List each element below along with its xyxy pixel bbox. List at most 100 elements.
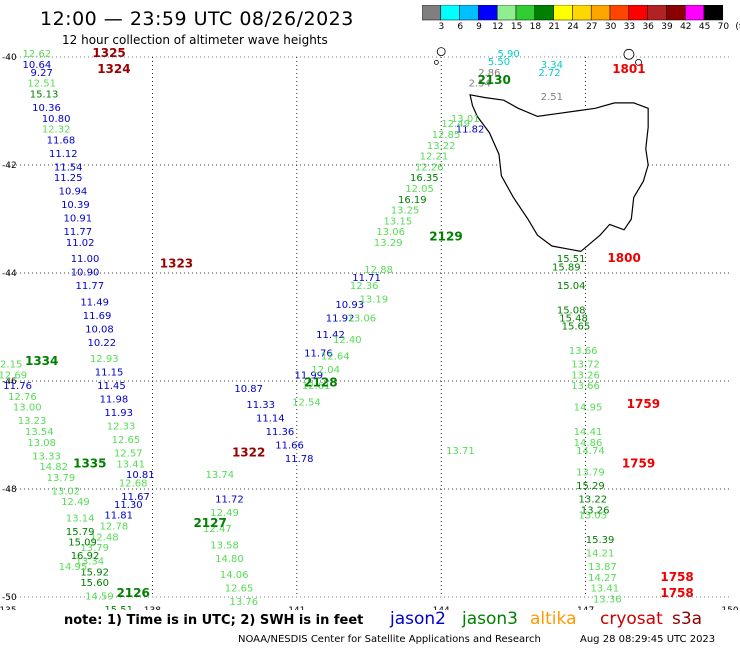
wave-height-value: 13.02 — [51, 486, 80, 497]
pass-time-label: 2129 — [429, 230, 462, 244]
color-scale-label: 12 — [492, 22, 504, 32]
wave-height-value: 15.60 — [80, 578, 109, 589]
pass-time-label: 2126 — [116, 586, 149, 600]
axis-labels: 135 138 141 144 147 150 -40 -42 -44 -46 -48 -50 — [0, 53, 739, 610]
wave-height-value: 14.95 — [59, 562, 88, 573]
pass-time-label: 1801 — [612, 62, 645, 76]
longitude-label: 138 — [144, 606, 161, 610]
wave-height-value: 11.81 — [104, 511, 133, 522]
wave-height-value: 15.09 — [68, 538, 97, 549]
wave-height-value: 11.99 — [295, 370, 324, 381]
color-scale-label: 33 — [623, 22, 636, 32]
color-scale-label: 15 — [510, 22, 523, 32]
wave-height-value: 11.72 — [215, 495, 244, 506]
wave-height-value: 11.42 — [316, 330, 345, 341]
wave-height-value: 10.22 — [88, 338, 117, 349]
wave-height-value: 13.79 — [80, 543, 109, 554]
wave-height-value: 14.21 — [586, 549, 615, 560]
wave-height-value: 14.74 — [576, 446, 605, 457]
satellite-legend-jason3: jason3 — [462, 609, 518, 629]
pass-time-label: 1323 — [160, 257, 193, 271]
wave-height-value: 11.66 — [275, 441, 304, 452]
wave-height-value: 9.27 — [31, 68, 53, 79]
wave-height-value: 13.22 — [578, 495, 607, 506]
wave-height-value: 13.14 — [66, 513, 95, 524]
wave-height-value: 14.95 — [574, 403, 603, 414]
wave-height-value: 3.34 — [541, 60, 563, 71]
wave-height-value: 11.02 — [66, 238, 95, 249]
satellite-legend-altika: altika — [530, 609, 577, 629]
wave-height-value: 12.78 — [100, 522, 129, 533]
wave-height-value: 11.69 — [83, 311, 112, 322]
wave-height-value: 15.92 — [80, 567, 109, 578]
wave-height-value: 13.87 — [588, 562, 617, 573]
wave-height-value: 16.35 — [410, 173, 439, 184]
wave-height-value: 12.26 — [415, 162, 444, 173]
wave-height-value: 15.51 — [557, 254, 586, 265]
wave-height-value: 16.19 — [398, 195, 427, 206]
pass-time-label: 1759 — [627, 397, 660, 411]
wave-height-value: 14.06 — [220, 570, 249, 581]
wave-height-value: 13.54 — [25, 427, 54, 438]
wave-height-value: 13.34 — [76, 557, 105, 568]
wave-height-value: 11.33 — [246, 400, 275, 411]
pass-time-label: 2130 — [477, 73, 510, 87]
latitude-label: -46 — [2, 377, 17, 387]
wave-height-value: 12.54 — [292, 397, 321, 408]
wave-height-value: 12.05 — [405, 184, 434, 195]
pass-time-label: 1324 — [97, 62, 130, 76]
wave-height-value: 12.65 — [112, 435, 141, 446]
wave-height-value: 12.15 — [0, 360, 22, 371]
wave-height-map: 135 138 141 144 147 150 -40 -42 -44 -46 -48 -50 12.… — [0, 46, 739, 610]
pass-time-label: 1325 — [92, 46, 125, 60]
pass-time-label: 1335 — [73, 456, 106, 470]
color-scale-label: 39 — [661, 22, 673, 32]
wave-height-value: 11.45 — [97, 381, 126, 392]
color-scale-bar — [422, 5, 724, 21]
wave-height-value: 15.48 — [559, 314, 588, 325]
color-scale-label: 3 — [438, 22, 445, 32]
wave-height-value: 13.36 — [593, 594, 622, 605]
longitude-label: 144 — [433, 606, 450, 610]
pass-time-label: 1800 — [607, 251, 640, 265]
wave-height-value: 10.64 — [23, 60, 52, 71]
wave-height-value: 12.49 — [61, 497, 90, 508]
latitude-label: -44 — [2, 269, 17, 279]
wave-height-value: 10.36 — [32, 103, 61, 114]
wave-height-value: 13.06 — [347, 314, 376, 325]
wave-height-value: 11.77 — [63, 227, 92, 238]
color-scale-label: 9 — [476, 22, 482, 32]
wave-height-value: 12.88 — [364, 265, 393, 276]
wave-height-value: 11.76 — [3, 381, 32, 392]
wave-height-value: 12.48 — [90, 532, 119, 543]
wave-height-value: 13.22 — [427, 141, 456, 152]
longitude-label: 150 — [721, 606, 738, 610]
wave-height-value: 13.33 — [32, 451, 61, 462]
wave-height-value: 5.90 — [497, 49, 519, 60]
pass-time-label: 1758 — [660, 570, 693, 584]
satellite-legend-cryosat: cryosat — [600, 609, 663, 629]
wave-height-value: 15.79 — [66, 527, 95, 538]
wave-height-value: 2.51 — [541, 92, 563, 103]
longitude-label: 135 — [0, 606, 17, 610]
wave-height-value: 13.66 — [569, 346, 598, 357]
wave-height-value: 11.14 — [256, 414, 285, 425]
wave-height-value: 13.79 — [576, 468, 605, 479]
wave-height-value: 2.72 — [538, 68, 560, 79]
lat-lon-grid — [8, 56, 730, 598]
wave-height-value: 13.00 — [13, 403, 42, 414]
wave-height-value: 13.72 — [571, 360, 600, 371]
note-text: note: 1) Time is in UTC; 2) SWH is in fe… — [64, 613, 364, 628]
wave-height-value: 12.04 — [311, 365, 340, 376]
pass-time-label: 2128 — [304, 375, 337, 389]
wave-height-value: 11.15 — [95, 368, 124, 379]
wave-height-value: 13.06 — [376, 227, 405, 238]
wave-height-value: 11.93 — [104, 408, 133, 419]
wave-height-value: 13.15 — [384, 216, 413, 227]
color-scale-label: 27 — [586, 22, 598, 32]
credit-text: NOAA/NESDIS Center for Satellite Applica… — [238, 634, 541, 645]
wave-height-value: 13.41 — [116, 459, 145, 470]
wave-height-value: 12.69 — [0, 370, 27, 381]
wave-height-value: 13.74 — [205, 470, 234, 481]
wave-height-value: 13.71 — [446, 446, 475, 457]
